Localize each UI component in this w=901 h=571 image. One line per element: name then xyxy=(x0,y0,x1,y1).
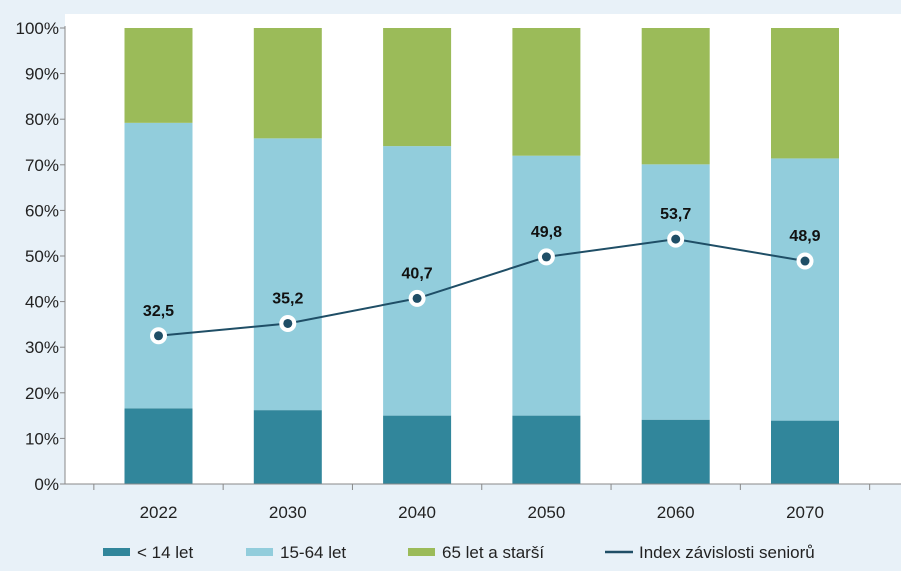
bar-segment-age65plus-2050 xyxy=(512,28,581,156)
line-marker-point xyxy=(671,234,681,244)
bars-layer xyxy=(124,28,839,484)
x-tick-label: 2060 xyxy=(657,503,695,522)
line-marker-point xyxy=(541,252,551,262)
bar-segment-age65plus-2040 xyxy=(383,28,452,147)
bar-segment-under14-2022 xyxy=(124,408,193,484)
bar-segment-under14-2070 xyxy=(771,420,839,484)
line-layer: 32,5 35,2 40,7 49,8 53,7 48,9 xyxy=(143,206,821,345)
bar-segment-under14-2060 xyxy=(641,419,710,484)
data-label: 35,2 xyxy=(272,290,303,307)
bar-segment-age15-64-2030 xyxy=(253,138,322,411)
line-series-index-zavislosti xyxy=(158,238,806,337)
bar-segment-under14-2040 xyxy=(383,415,452,484)
bar-segment-age65plus-2060 xyxy=(641,28,710,165)
data-label: 48,9 xyxy=(789,228,820,245)
line-marker-point xyxy=(283,318,293,328)
x-tick-label: 2022 xyxy=(140,503,178,522)
y-tick-label: 90% xyxy=(25,65,59,84)
line-marker-point xyxy=(154,331,163,341)
bar-segment-age15-64-2070 xyxy=(771,158,839,421)
data-label: 40,7 xyxy=(402,265,433,282)
y-tick-label: 30% xyxy=(25,338,59,357)
x-tick-label: 2050 xyxy=(527,503,565,522)
data-label: 32,5 xyxy=(143,303,174,320)
y-tick-label: 100% xyxy=(16,19,59,38)
y-tick-label: 70% xyxy=(25,156,59,175)
legend-item-age65plus-swatch xyxy=(408,548,435,556)
x-tick-label: 2040 xyxy=(398,503,436,522)
legend: < 14 let 15-64 let 65 let a starší Index zá… xyxy=(103,543,815,562)
legend-item-age15-64-swatch xyxy=(246,548,273,556)
y-tick-label: 20% xyxy=(25,384,59,403)
plot-background xyxy=(65,14,901,484)
bar-segment-age65plus-2022 xyxy=(124,28,193,123)
axis-layer: 0% 10% 20% 30% 40% 50% 60% 70% 80% 90% 100% 2022 203… xyxy=(16,19,901,522)
legend-item-under14-label: < 14 let xyxy=(137,543,194,562)
bar-segment-age15-64-2022 xyxy=(124,122,193,409)
bar-segment-under14-2050 xyxy=(512,415,581,484)
x-tick-label: 2030 xyxy=(269,503,307,522)
y-tick-label: 50% xyxy=(25,247,59,266)
legend-item-age65plus-label: 65 let a starší xyxy=(442,543,544,562)
bar-segment-age65plus-2030 xyxy=(253,28,322,139)
y-tick-label: 0% xyxy=(34,475,59,494)
bar-segment-age15-64-2050 xyxy=(512,155,581,416)
legend-item-age15-64-label: 15-64 let xyxy=(280,543,346,562)
line-marker-point xyxy=(412,293,422,303)
y-tick-label: 40% xyxy=(25,293,59,312)
x-tick-label: 2070 xyxy=(786,503,824,522)
y-tick-label: 60% xyxy=(25,201,59,220)
legend-item-index-label: Index závislosti seniorů xyxy=(639,543,815,562)
bar-segment-age65plus-2070 xyxy=(771,28,839,159)
y-tick-label: 10% xyxy=(25,429,59,448)
y-tick-label: 80% xyxy=(25,110,59,129)
data-label: 53,7 xyxy=(660,206,691,223)
data-label: 49,8 xyxy=(531,224,562,241)
bar-segment-age15-64-2040 xyxy=(383,146,452,416)
legend-item-under14-swatch xyxy=(103,548,130,556)
bar-segment-under14-2030 xyxy=(253,410,322,484)
bar-segment-age15-64-2060 xyxy=(641,164,710,420)
line-marker-point xyxy=(800,256,810,266)
